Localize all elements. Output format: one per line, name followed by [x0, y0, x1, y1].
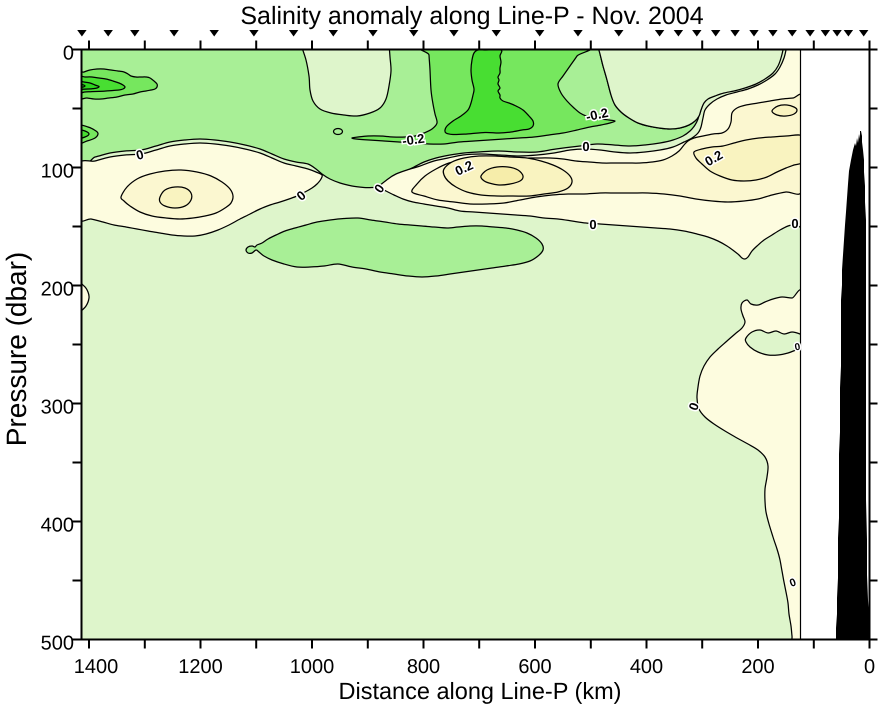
svg-text:1200: 1200	[178, 656, 223, 678]
svg-text:800: 800	[407, 656, 440, 678]
svg-text:-0.2: -0.2	[585, 105, 610, 124]
svg-text:1400: 1400	[74, 656, 119, 678]
svg-text:0: 0	[589, 217, 596, 232]
svg-text:Salinity anomaly along Line-P: Salinity anomaly along Line-P - Nov. 200…	[240, 2, 703, 30]
svg-text:0: 0	[794, 342, 802, 354]
svg-text:300: 300	[41, 397, 74, 419]
svg-text:-0.2: -0.2	[401, 131, 425, 149]
svg-text:0: 0	[864, 656, 875, 678]
svg-text:200: 200	[41, 279, 74, 301]
svg-text:Pressure (dbar): Pressure (dbar)	[1, 252, 32, 447]
svg-text:200: 200	[741, 656, 774, 678]
svg-text:400: 400	[41, 515, 74, 537]
svg-text:0: 0	[791, 216, 798, 231]
svg-text:Distance along Line-P (km): Distance along Line-P (km)	[339, 678, 622, 704]
svg-text:600: 600	[518, 656, 551, 678]
svg-text:0: 0	[582, 139, 589, 154]
svg-text:500: 500	[41, 633, 74, 655]
svg-text:400: 400	[630, 656, 663, 678]
svg-text:1000: 1000	[290, 656, 335, 678]
svg-text:100: 100	[41, 161, 74, 183]
svg-text:0: 0	[63, 43, 74, 65]
